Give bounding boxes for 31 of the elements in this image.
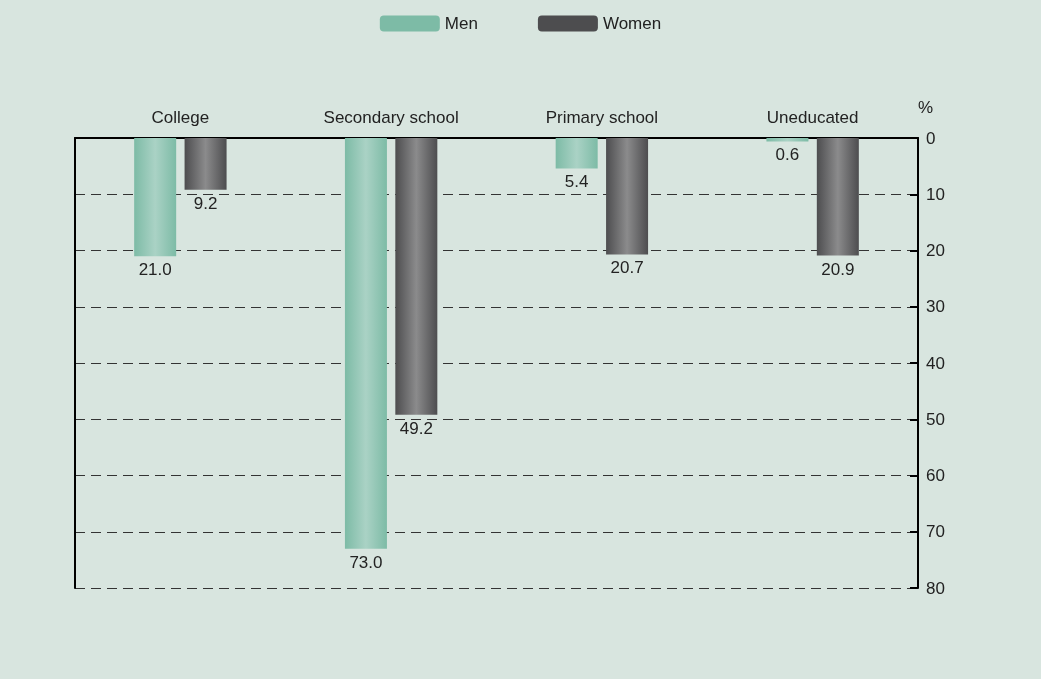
y-axis-title: % — [918, 98, 934, 117]
data-label: 5.4 — [564, 172, 589, 192]
data-label: 49.2 — [399, 418, 433, 438]
legend-label: Women — [602, 14, 662, 33]
y-tick-label: 50 — [926, 409, 945, 429]
data-label: 20.7 — [610, 258, 644, 278]
data-label: 0.6 — [775, 145, 800, 165]
y-tick-label: 20 — [926, 241, 945, 260]
data-label: 20.9 — [821, 259, 855, 279]
bar — [134, 138, 177, 257]
y-tick-label: 70 — [926, 522, 945, 542]
data-label: 73.0 — [349, 552, 383, 572]
bar — [555, 138, 598, 169]
y-tick-label: 0 — [926, 128, 936, 148]
y-tick-label: 10 — [926, 184, 945, 204]
legend-label: Men — [444, 14, 478, 33]
bar — [606, 138, 649, 255]
x-tick-label: Uneducated — [766, 108, 859, 127]
y-tick-label: 40 — [926, 353, 945, 373]
data-label: 21.0 — [138, 260, 172, 280]
bar — [816, 138, 859, 256]
bar — [184, 138, 227, 190]
y-tick-label: 30 — [926, 297, 945, 317]
y-tick-label: 80 — [926, 578, 945, 598]
data-label: 9.2 — [193, 193, 218, 213]
x-tick-label: Secondary school — [323, 108, 459, 127]
x-tick-label: Primary school — [545, 108, 659, 127]
x-tick-label: College — [151, 108, 210, 127]
bar — [395, 138, 438, 415]
bar — [344, 138, 387, 549]
y-tick-label: 60 — [926, 466, 945, 485]
